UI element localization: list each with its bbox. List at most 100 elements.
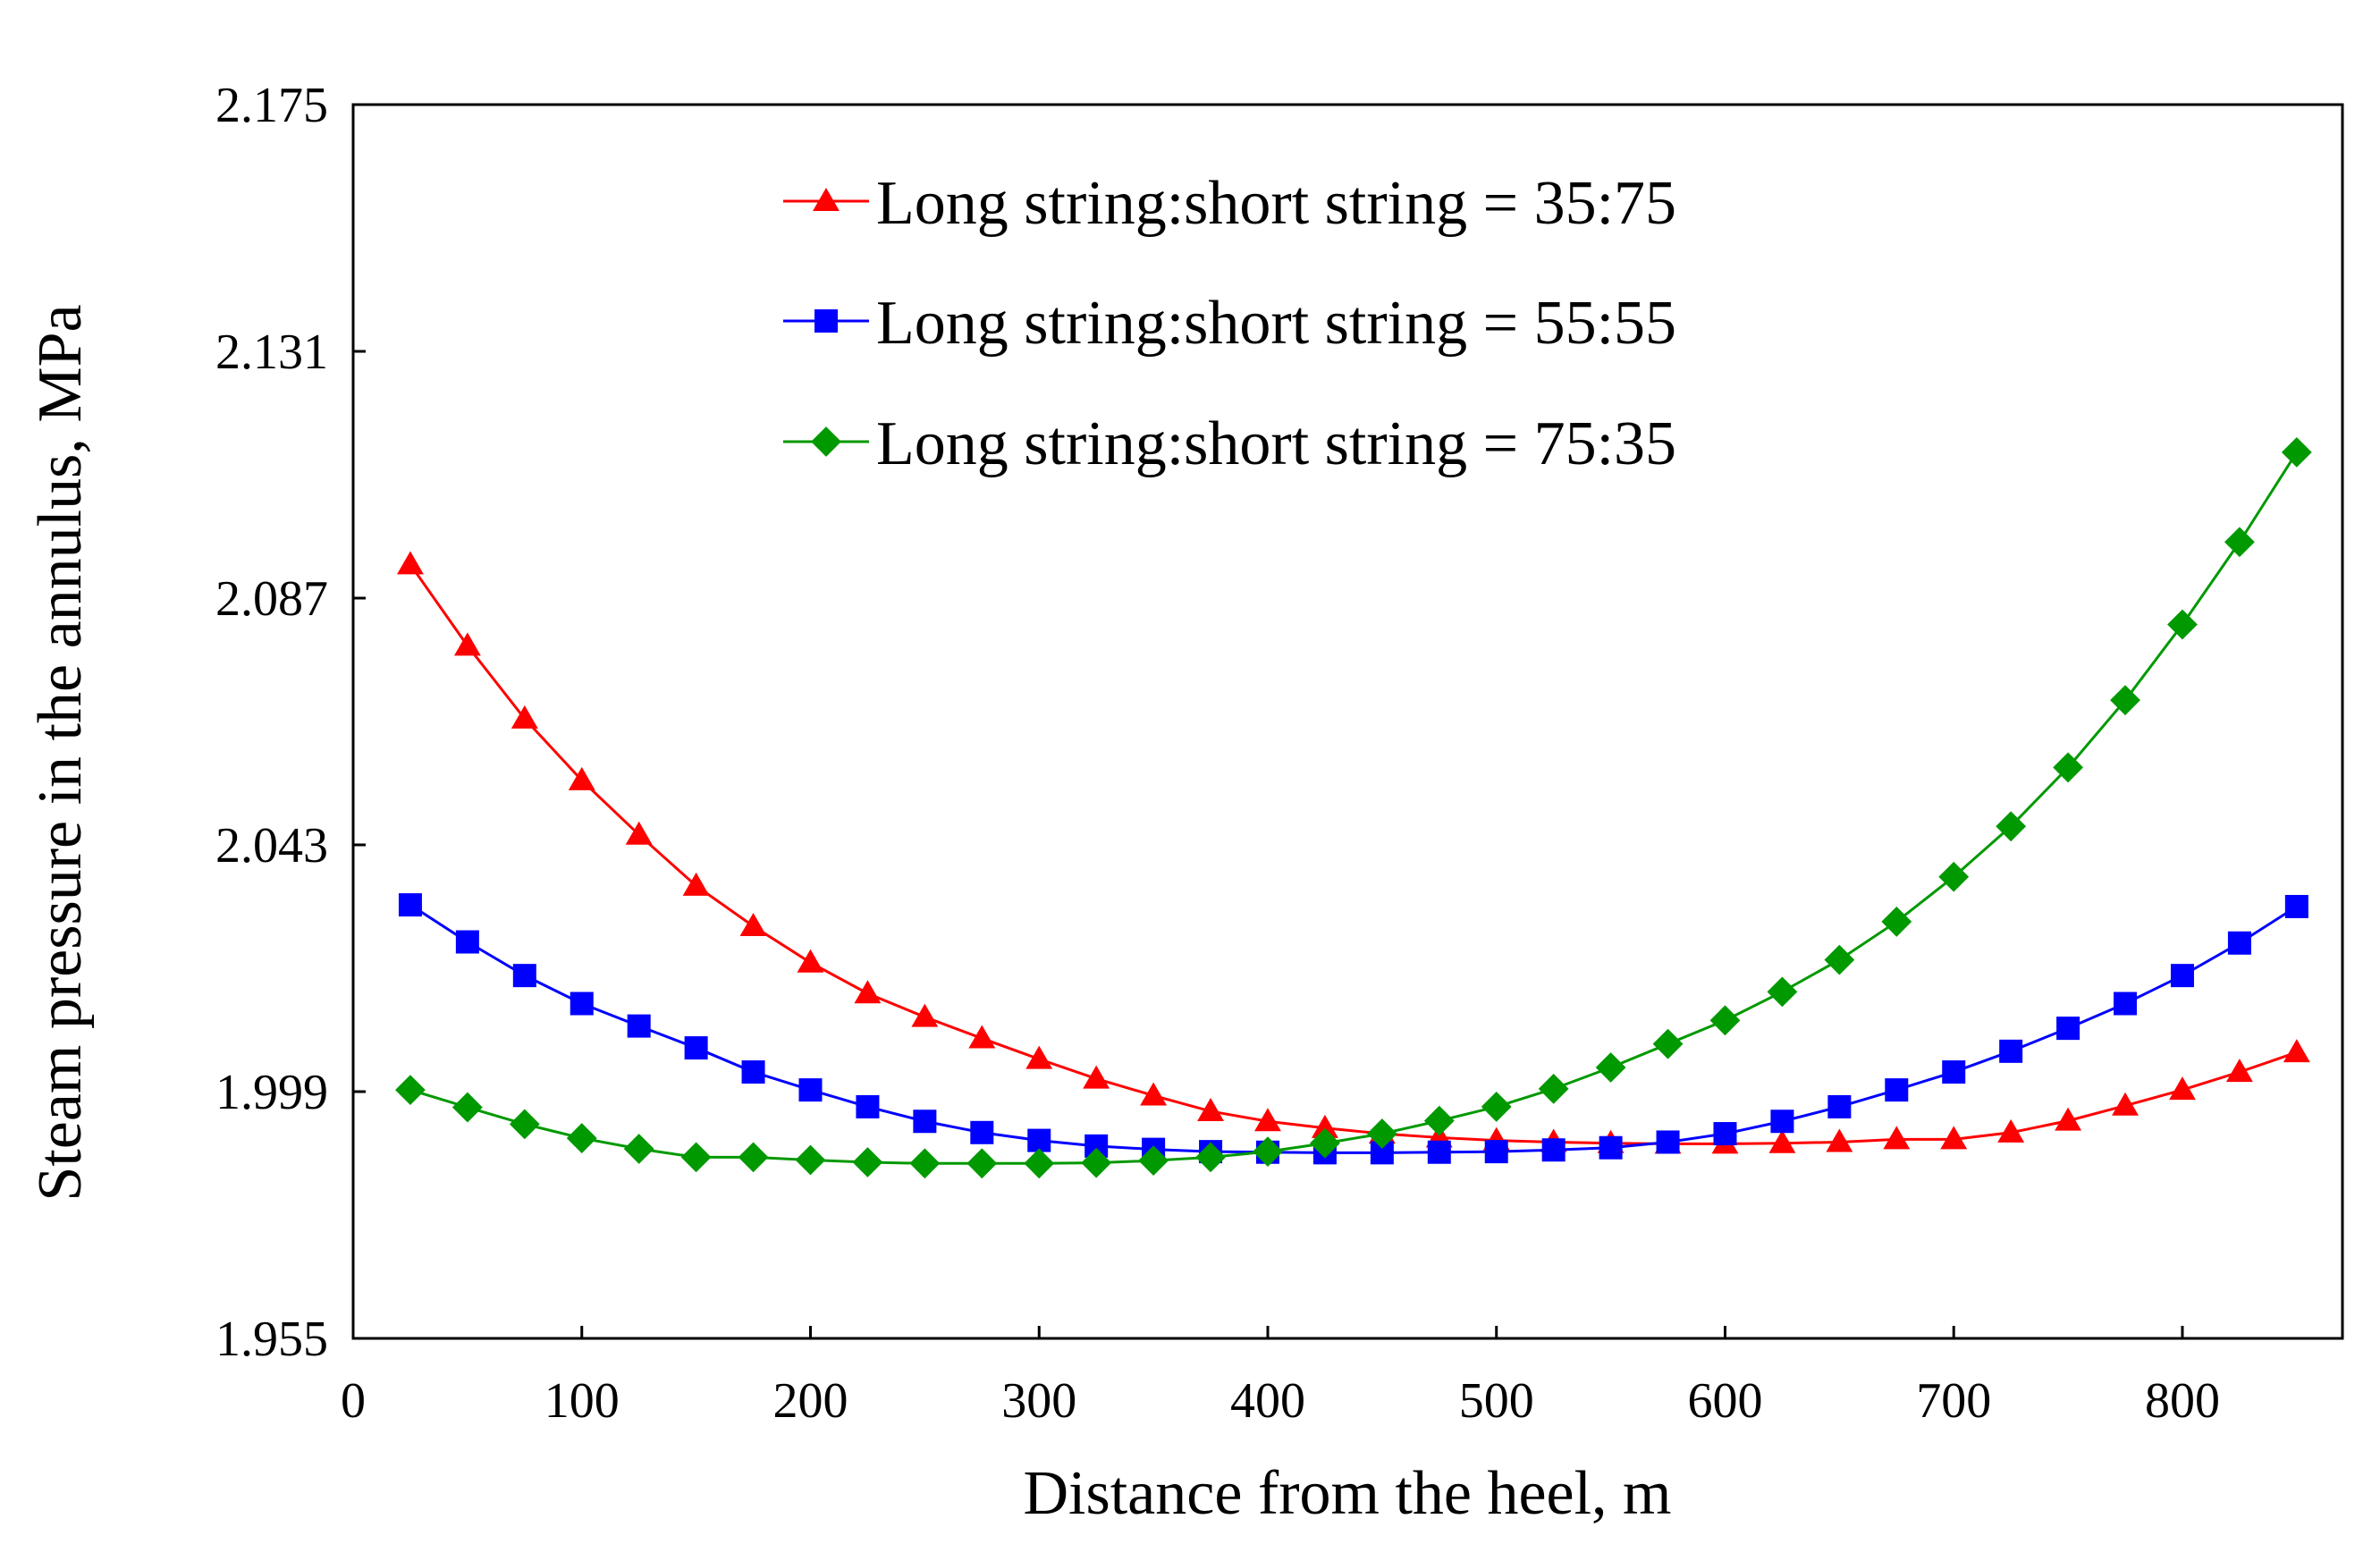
legend-label: Long string:short string = 75:35 xyxy=(876,409,1676,478)
data-point xyxy=(1024,1148,1055,1179)
x-tick-label: 500 xyxy=(1459,1373,1534,1429)
data-point xyxy=(396,551,424,575)
data-point xyxy=(2056,1017,2080,1041)
data-point xyxy=(739,913,767,937)
data-point xyxy=(2281,437,2312,468)
x-tick-label: 200 xyxy=(772,1373,848,1429)
x-tick-label: 400 xyxy=(1230,1373,1305,1429)
data-point xyxy=(1827,1094,1852,1118)
series-line xyxy=(409,563,2298,1145)
data-point xyxy=(1999,1039,2023,1063)
data-point xyxy=(1826,1128,1853,1152)
data-point xyxy=(1595,1052,1626,1083)
legend-marker xyxy=(814,309,838,333)
data-point xyxy=(1768,1129,1796,1153)
data-point xyxy=(852,1147,883,1177)
data-point xyxy=(911,1003,939,1027)
data-point xyxy=(2112,1092,2139,1116)
data-point xyxy=(1881,907,1912,937)
data-point xyxy=(2055,1107,2082,1131)
legend-entry: Long string:short string = 75:35 xyxy=(783,409,1676,478)
data-point xyxy=(625,821,653,845)
data-point xyxy=(1541,1138,1566,1162)
data-point xyxy=(1656,1130,1680,1154)
y-tick-label: 2.087 xyxy=(215,571,328,627)
data-point xyxy=(453,632,481,656)
y-tick-label: 2.131 xyxy=(215,325,328,380)
data-point xyxy=(2225,1059,2253,1083)
legend: Long string:short string = 35:75 Long str… xyxy=(783,169,1676,478)
data-point xyxy=(1997,1118,2025,1143)
x-tick-label: 800 xyxy=(2145,1373,2220,1429)
data-point xyxy=(970,1120,994,1144)
data-point xyxy=(1025,1045,1053,1069)
x-tick-label: 0 xyxy=(341,1373,366,1429)
data-point xyxy=(623,1134,654,1164)
data-point xyxy=(1940,1126,1968,1150)
legend-marker xyxy=(813,188,840,212)
series-line xyxy=(409,903,2298,1154)
series-diamond xyxy=(395,437,2312,1179)
x-tick-label: 600 xyxy=(1687,1373,1762,1429)
legend-label: Long string:short string = 35:75 xyxy=(876,169,1676,238)
data-point xyxy=(738,1142,769,1173)
data-point xyxy=(1713,1122,1737,1146)
data-point xyxy=(1195,1142,1226,1173)
data-point xyxy=(1770,1110,1794,1134)
data-point xyxy=(1138,1145,1169,1177)
x-tick-label: 300 xyxy=(1001,1373,1076,1429)
series-square xyxy=(398,893,2308,1165)
data-point xyxy=(2224,527,2255,558)
data-point xyxy=(627,1014,651,1038)
data-point xyxy=(568,766,595,790)
data-point xyxy=(913,1110,937,1134)
data-point xyxy=(798,1078,823,1102)
y-axis: 1.955 1.999 2.043 2.087 2.131 2.175 xyxy=(215,78,366,1367)
legend-entry: Long string:short string = 35:75 xyxy=(783,169,1676,238)
x-axis: 0 100 200 300 400 500 600 700 800 xyxy=(341,1326,2220,1429)
plot-area-frame xyxy=(351,103,2344,1340)
data-point xyxy=(511,705,538,729)
data-point xyxy=(682,872,710,896)
legend-entry: Long string:short string = 55:55 xyxy=(783,289,1676,358)
data-point xyxy=(1885,1078,1909,1102)
data-point xyxy=(1599,1135,1623,1160)
data-point xyxy=(741,1060,765,1084)
legend-marker xyxy=(811,426,841,457)
data-point xyxy=(1310,1127,1340,1159)
data-point xyxy=(1081,1147,1112,1178)
data-point xyxy=(680,1142,712,1173)
data-point xyxy=(1938,861,1970,892)
data-point xyxy=(797,949,824,973)
data-point xyxy=(856,1094,880,1118)
data-point xyxy=(512,964,536,988)
data-point xyxy=(1996,811,2027,842)
series-layer xyxy=(395,437,2312,1179)
data-point xyxy=(2227,931,2251,955)
y-axis-title: Steam pressure in the annulus, MPa xyxy=(26,304,95,1201)
data-point xyxy=(1083,1065,1110,1089)
data-point xyxy=(398,893,422,917)
data-point xyxy=(1824,944,1855,975)
y-tick-label: 2.043 xyxy=(215,818,328,873)
data-point xyxy=(1311,1114,1338,1138)
data-point xyxy=(968,1025,996,1049)
data-point xyxy=(2169,1076,2196,1101)
data-point xyxy=(1427,1140,1451,1164)
data-point xyxy=(1027,1128,1051,1152)
data-point xyxy=(570,991,594,1016)
series-line xyxy=(409,451,2299,1165)
data-point xyxy=(395,1075,426,1106)
data-point xyxy=(1538,1073,1569,1104)
data-point xyxy=(1254,1108,1281,1132)
legend-label: Long string:short string = 55:55 xyxy=(876,289,1676,358)
data-point xyxy=(1481,1092,1512,1122)
data-point xyxy=(854,980,882,1004)
data-point xyxy=(1197,1098,1225,1122)
data-point xyxy=(1140,1082,1168,1106)
data-point xyxy=(2110,685,2140,716)
data-point xyxy=(455,930,479,954)
data-point xyxy=(1709,1005,1741,1036)
